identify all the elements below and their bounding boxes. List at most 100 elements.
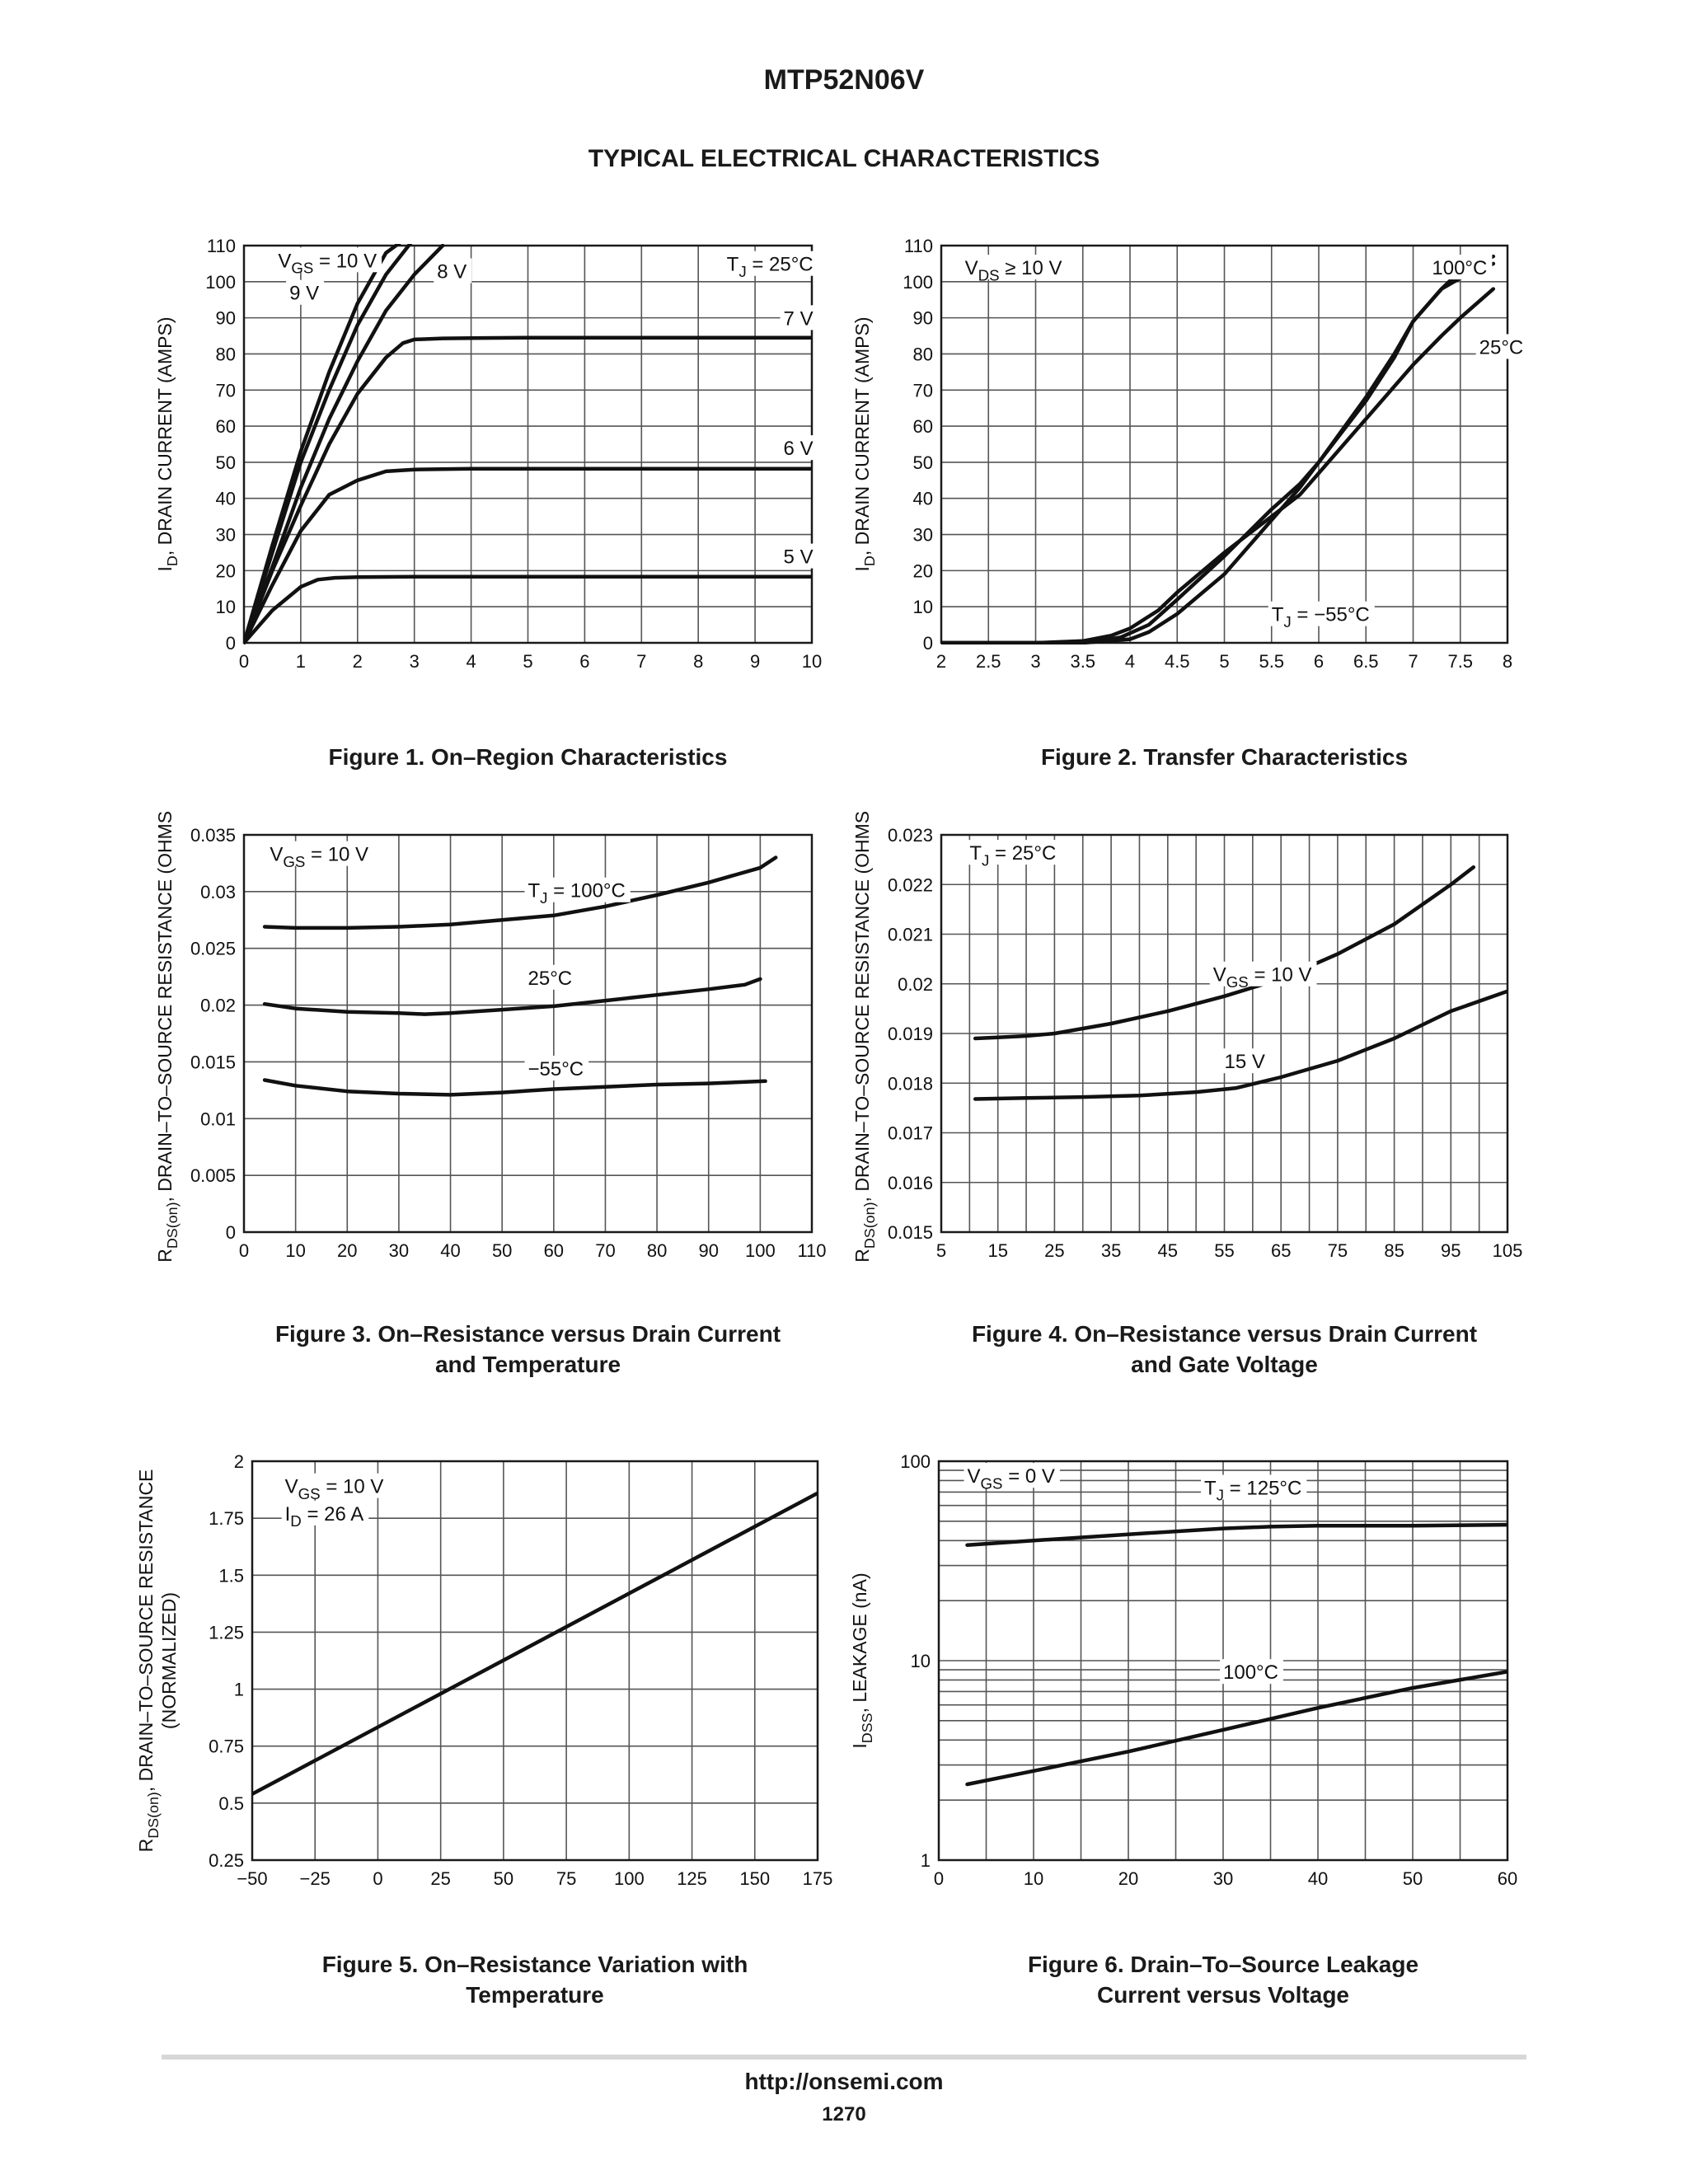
fig3-ytick-label: 0.035 (190, 825, 236, 846)
fig4-annotation-1: VGS​ = 10 V (1213, 964, 1312, 991)
fig1-series-line-5 (244, 574, 812, 644)
fig5-xtick-label: 50 (494, 1868, 513, 1889)
fig4-xtick-label: 105 (1493, 1240, 1523, 1261)
fig4-y-axis-label: RDS(on)​, DRAIN–TO–SOURCE RESISTANCE (OH… (851, 812, 878, 1263)
fig1-ytick-label: 100 (205, 272, 236, 293)
fig2-ytick-label: 90 (913, 308, 933, 329)
fig5-ytick-label: 1.5 (218, 1565, 244, 1586)
fig6-caption-line: Figure 6. Drain–To–Source Leakage (1027, 1952, 1419, 1977)
fig1-annotation-1: VGS​ = 10 V (278, 250, 377, 276)
fig1-ytick-label: 40 (216, 489, 236, 509)
fig3-xtick-label: 110 (797, 1240, 826, 1261)
fig1-annotation-3: 8 V (437, 260, 467, 283)
chart-fig6: VGS​ = 0 V TJ​ = 125°C 100°C 0 10 20 30 40 50 60 1… (844, 1430, 1688, 2089)
fig2-ytick-label: 20 (913, 560, 933, 581)
fig4-ytick-label: 0.016 (888, 1173, 933, 1193)
fig3-series-line-1 (262, 977, 762, 1016)
fig3-xtick-label: 0 (239, 1240, 249, 1261)
fig2-series-line-1 (941, 254, 1496, 644)
fig2-ytick-label: 80 (913, 344, 933, 364)
fig1-xtick-label: 1 (296, 651, 306, 672)
fig6-xtick-label: 50 (1403, 1868, 1423, 1889)
fig4-xtick-label: 15 (987, 1240, 1007, 1261)
footer-url[interactable]: http://onsemi.com (744, 2069, 944, 2094)
fig2-ytick-label: 60 (913, 416, 933, 437)
fig2-ytick-label: 50 (913, 452, 933, 473)
fig4-series-line-1 (973, 989, 1507, 1101)
fig6-caption-line: Current versus Voltage (1096, 1982, 1350, 2008)
fig2-ytick-label: 0 (923, 633, 933, 654)
fig6-annotation-1: TJ​ = 125°C (1204, 1478, 1301, 1504)
fig1-ytick-label: 110 (207, 236, 236, 256)
fig6-series-line-0 (965, 1522, 1507, 1547)
fig1-ytick-label: 80 (216, 344, 236, 364)
fig2-xtick-label: 4 (1125, 651, 1135, 672)
fig3-xtick-label: 20 (337, 1240, 357, 1261)
fig5-y-axis-label: RDS(on)​, DRAIN–TO–SOURCE RESISTANCE (135, 1469, 162, 1853)
fig4-svg: TJ​ = 25°C VGS​ = 10 V 15 V 5 15 25 35 45 55 65 75… (851, 812, 1523, 1263)
fig3-caption-line: and Temperature (434, 1352, 621, 1377)
fig5-xtick-label: 0 (373, 1868, 382, 1889)
chart-fig1: TJ​ = 25°C VGS​ = 10 V 9 V 8 V 7 V 6 V 5 V 0 1 2 3… (0, 223, 844, 882)
fig6-caption: Figure 6. Drain–To–Source Leakage Current… (910, 1949, 1536, 2010)
fig5-caption: Figure 5. On–Resistance Variation with Te… (222, 1949, 848, 2010)
fig2-annotation-2: 25°C (1479, 336, 1524, 359)
fig6-xtick-label: 0 (934, 1868, 944, 1889)
fig4-xtick-label: 5 (936, 1240, 946, 1261)
chart-fig5: VGS​ = 10 VID​ = 26 A −50 −25 0 25 50 75 100 125… (0, 1430, 844, 2089)
fig6-xtick-label: 10 (1024, 1868, 1043, 1889)
fig5-ytick-label: 0.25 (209, 1850, 244, 1871)
fig4-series-line-0 (973, 865, 1476, 1041)
fig2-xtick-label: 3.5 (1070, 651, 1095, 672)
fig1-annotation-6: 5 V (784, 546, 814, 569)
fig2-svg: VDS​ ≥ 10 V 100°C 25°C TJ​ = −55°C 2 2.5 3 3.5 4… (851, 236, 1529, 672)
fig1-xtick-label: 5 (523, 651, 532, 672)
fig3-xtick-label: 10 (285, 1240, 305, 1261)
fig1-annotation-5: 6 V (784, 438, 814, 460)
fig3-ytick-label: 0.015 (190, 1052, 236, 1072)
fig5-ytick-label: 2 (234, 1451, 244, 1472)
fig2-xtick-label: 8 (1503, 651, 1512, 672)
fig2-xtick-label: 5 (1219, 651, 1229, 672)
fig1-caption-line: Figure 1. On–Region Characteristics (328, 744, 728, 770)
fig1-svg: TJ​ = 25°C VGS​ = 10 V 9 V 8 V 7 V 6 V 5 V 0 1 2 3… (154, 236, 822, 672)
fig5-plot-frame (251, 1460, 819, 1862)
fig2-xtick-label: 2 (936, 651, 946, 672)
fig2-xtick-label: 4.5 (1165, 651, 1190, 672)
fig4-ytick-label: 0.023 (888, 825, 933, 846)
fig3-caption-line: Figure 3. On–Resistance versus Drain Cur… (274, 1321, 781, 1347)
fig1-xtick-label: 0 (239, 651, 249, 672)
fig5-ytick-label: 1.75 (209, 1508, 244, 1529)
fig5-annotation-0: VGS​ = 10 V (285, 1476, 384, 1502)
fig1-xtick-label: 7 (636, 651, 646, 672)
fig5-xtick-label: −50 (237, 1868, 267, 1889)
fig2-ytick-label: 40 (913, 489, 933, 509)
fig4-ytick-label: 0.018 (888, 1073, 933, 1094)
fig4-caption: Figure 4. On–Resistance versus Drain Cur… (912, 1319, 1538, 1380)
fig3-ytick-label: 0.025 (190, 939, 236, 959)
fig6-series-line-1 (965, 1670, 1507, 1787)
fig1-series-line-2 (244, 244, 445, 644)
fig3-caption: Figure 3. On–Resistance versus Drain Cur… (215, 1319, 842, 1380)
fig4-xtick-label: 65 (1271, 1240, 1291, 1261)
fig5-xtick-label: −25 (300, 1868, 331, 1889)
fig1-xtick-label: 4 (466, 651, 476, 672)
fig1-ytick-label: 70 (216, 380, 236, 401)
fig1-annotation-0: TJ​ = 25°C (727, 254, 814, 280)
fig3-xtick-label: 80 (647, 1240, 667, 1261)
fig2-caption: Figure 2. Transfer Characteristics (912, 742, 1538, 772)
fig2-xtick-label: 7.5 (1447, 651, 1473, 672)
fig6-xtick-label: 20 (1118, 1868, 1138, 1889)
fig2-annotation-3: TJ​ = −55°C (1272, 604, 1370, 630)
fig3-xtick-label: 50 (492, 1240, 512, 1261)
fig2-xtick-label: 6.5 (1353, 651, 1379, 672)
fig4-ytick-label: 0.022 (888, 874, 933, 895)
fig4-xtick-label: 45 (1158, 1240, 1178, 1261)
fig1-xtick-label: 2 (353, 651, 363, 672)
fig3-ytick-label: 0.01 (200, 1108, 236, 1129)
page-title: MTP52N06V (763, 64, 925, 96)
fig4-ytick-label: 0.02 (898, 974, 933, 995)
chart-fig2: VDS​ ≥ 10 V 100°C 25°C TJ​ = −55°C 2 2.5 3 3.5 4… (844, 223, 1688, 882)
fig3-series-line-0 (262, 855, 778, 930)
fig5-xtick-label: 125 (677, 1868, 707, 1889)
